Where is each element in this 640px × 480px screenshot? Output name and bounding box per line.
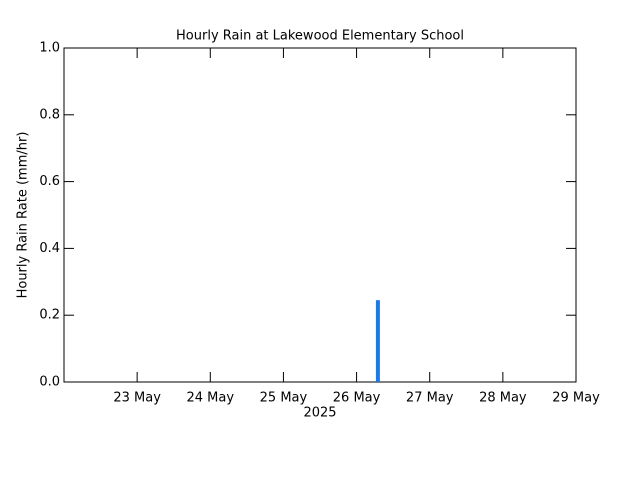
y-axis-label: Hourly Rain Rate (mm/hr)	[16, 132, 31, 299]
x-tick-label: 28 May	[479, 391, 527, 406]
x-tick-label: 26 May	[333, 391, 381, 406]
y-tick-label: 0.4	[39, 241, 60, 256]
x-tick-label: 29 May	[552, 391, 600, 406]
x-axis-label: 2025	[303, 406, 336, 421]
x-tick-label: 25 May	[260, 391, 308, 406]
y-tick-label: 0.2	[39, 308, 60, 323]
x-tick-label: 27 May	[406, 391, 454, 406]
bar	[375, 300, 380, 382]
y-tick-label: 1.0	[39, 41, 60, 56]
x-tick-label: 23 May	[113, 391, 161, 406]
y-tick-label: 0.6	[39, 174, 60, 189]
y-tick-label: 0.0	[39, 375, 60, 390]
x-tick-label: 24 May	[187, 391, 235, 406]
plot-frame	[63, 47, 577, 383]
chart-title: Hourly Rain at Lakewood Elementary Schoo…	[176, 29, 464, 44]
y-tick-label: 0.8	[39, 107, 60, 122]
